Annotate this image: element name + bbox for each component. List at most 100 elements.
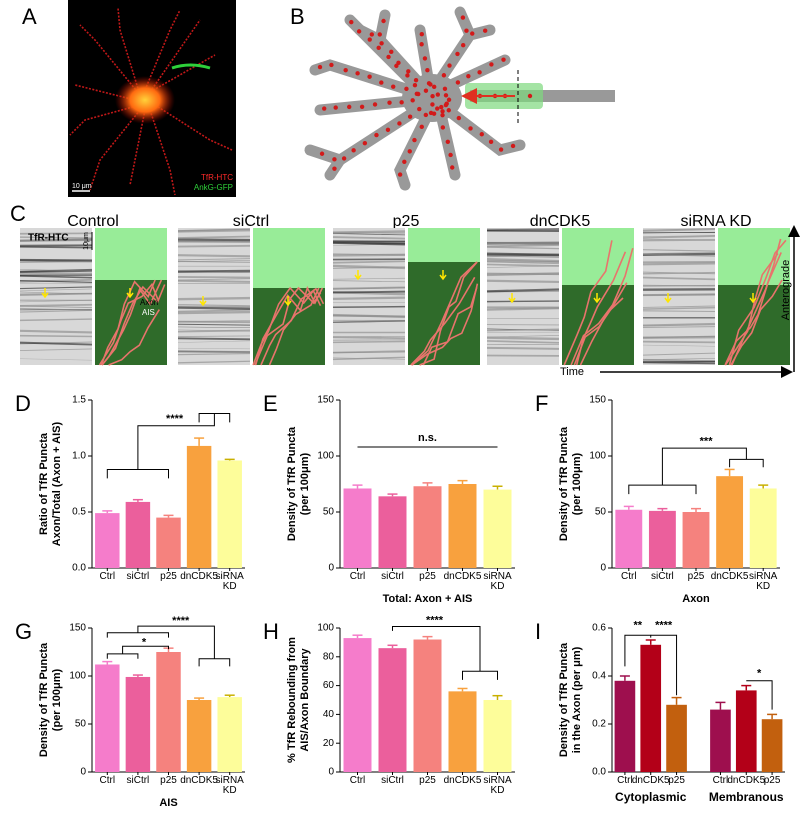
channel-label: TfR-HTC [28,233,69,244]
puncta [414,91,420,97]
significance-bracket [106,653,139,659]
stripe [177,278,251,281]
bar [648,510,676,568]
stripe [177,340,251,343]
puncta [386,54,391,60]
bar [125,501,151,568]
x-tick-label: p25 [419,775,436,786]
stripe [19,303,93,307]
stripe [332,241,406,246]
arrow [508,293,516,304]
puncta [445,139,451,144]
stripe [19,341,93,346]
puncta [440,109,445,114]
y-tick-label: 0 [328,767,334,778]
x-tick-label: Ctrl [349,571,366,582]
puncta [501,57,506,62]
x-tick-label: p25 [763,775,781,786]
puncta [527,93,533,99]
stripe [177,337,251,341]
puncta [391,84,396,89]
ais-zone [408,262,480,365]
stripe [642,336,716,339]
bar [640,644,662,772]
kymograph [333,228,405,365]
y-tick-label: 1.5 [72,395,86,406]
x-tick-label: siCtrl [126,571,150,582]
bar [614,680,636,772]
puncta [399,100,404,105]
panel-label: F [535,391,548,416]
stripe [642,228,716,232]
puncta [450,165,455,170]
bar [735,690,757,772]
puncta [413,77,419,83]
stripe [177,254,251,258]
puncta [456,115,462,121]
puncta [406,69,411,74]
puncta [372,102,378,107]
group-label: Membranous [708,790,784,804]
axon-zone [562,228,634,285]
bar [95,664,120,772]
x-tick-label: siRNA KD [749,571,778,592]
bar [95,513,120,568]
puncta [356,29,362,34]
puncta [464,28,469,33]
significance-bracket [729,458,764,468]
y-tick-label: 0 [328,563,334,574]
x-tick-label: siCtrl [381,775,404,786]
puncta [498,147,504,152]
significance-bracket [198,658,231,667]
stripe [177,296,251,301]
x-tick-label: dnCDK5 [180,571,218,582]
x-tick-label: p25 [419,571,436,582]
stripe [332,340,406,344]
puncta [349,19,354,25]
y-tick-label: 100 [69,671,86,682]
bar [710,709,731,772]
puncta [510,143,516,149]
puncta [439,104,444,110]
puncta [446,108,451,113]
bar [217,697,242,772]
trace [411,283,479,366]
arrow [284,296,292,307]
puncta [341,156,347,161]
puncta [488,139,494,145]
puncta [322,106,327,111]
x-tick-label: dnCDK5 [443,775,482,786]
stripe [332,277,406,280]
stripe [19,307,93,311]
bar [448,484,477,568]
stripe [642,231,716,234]
stripe [332,336,406,340]
y-tick-label: 0.2 [592,719,606,730]
y-axis-label: Density of TfR Puncta [558,642,570,757]
group-label: Cytoplasmic [615,790,687,804]
x-tick-label: Ctrl [617,775,633,786]
puncta [351,148,356,153]
puncta [402,159,407,164]
puncta [332,166,337,171]
stripe [177,258,251,261]
stripe [19,245,93,249]
puncta [379,41,384,46]
y-tick-label: 50 [75,719,87,730]
stripe [19,348,93,351]
stripe [19,288,93,292]
puncta [407,149,412,154]
y-axis-label: Density of TfR Puncta [558,426,570,541]
significance-label: **** [166,413,184,425]
puncta [435,106,440,111]
stripe [332,264,406,270]
significance-bracket [628,484,697,495]
bar [378,648,407,772]
y-tick-label: 20 [323,738,335,749]
bar [217,460,242,568]
puncta [460,42,466,48]
stripe [177,347,251,350]
x-tick-label: siRNA KD [483,571,512,592]
stripe [486,261,560,265]
trace [268,287,320,366]
